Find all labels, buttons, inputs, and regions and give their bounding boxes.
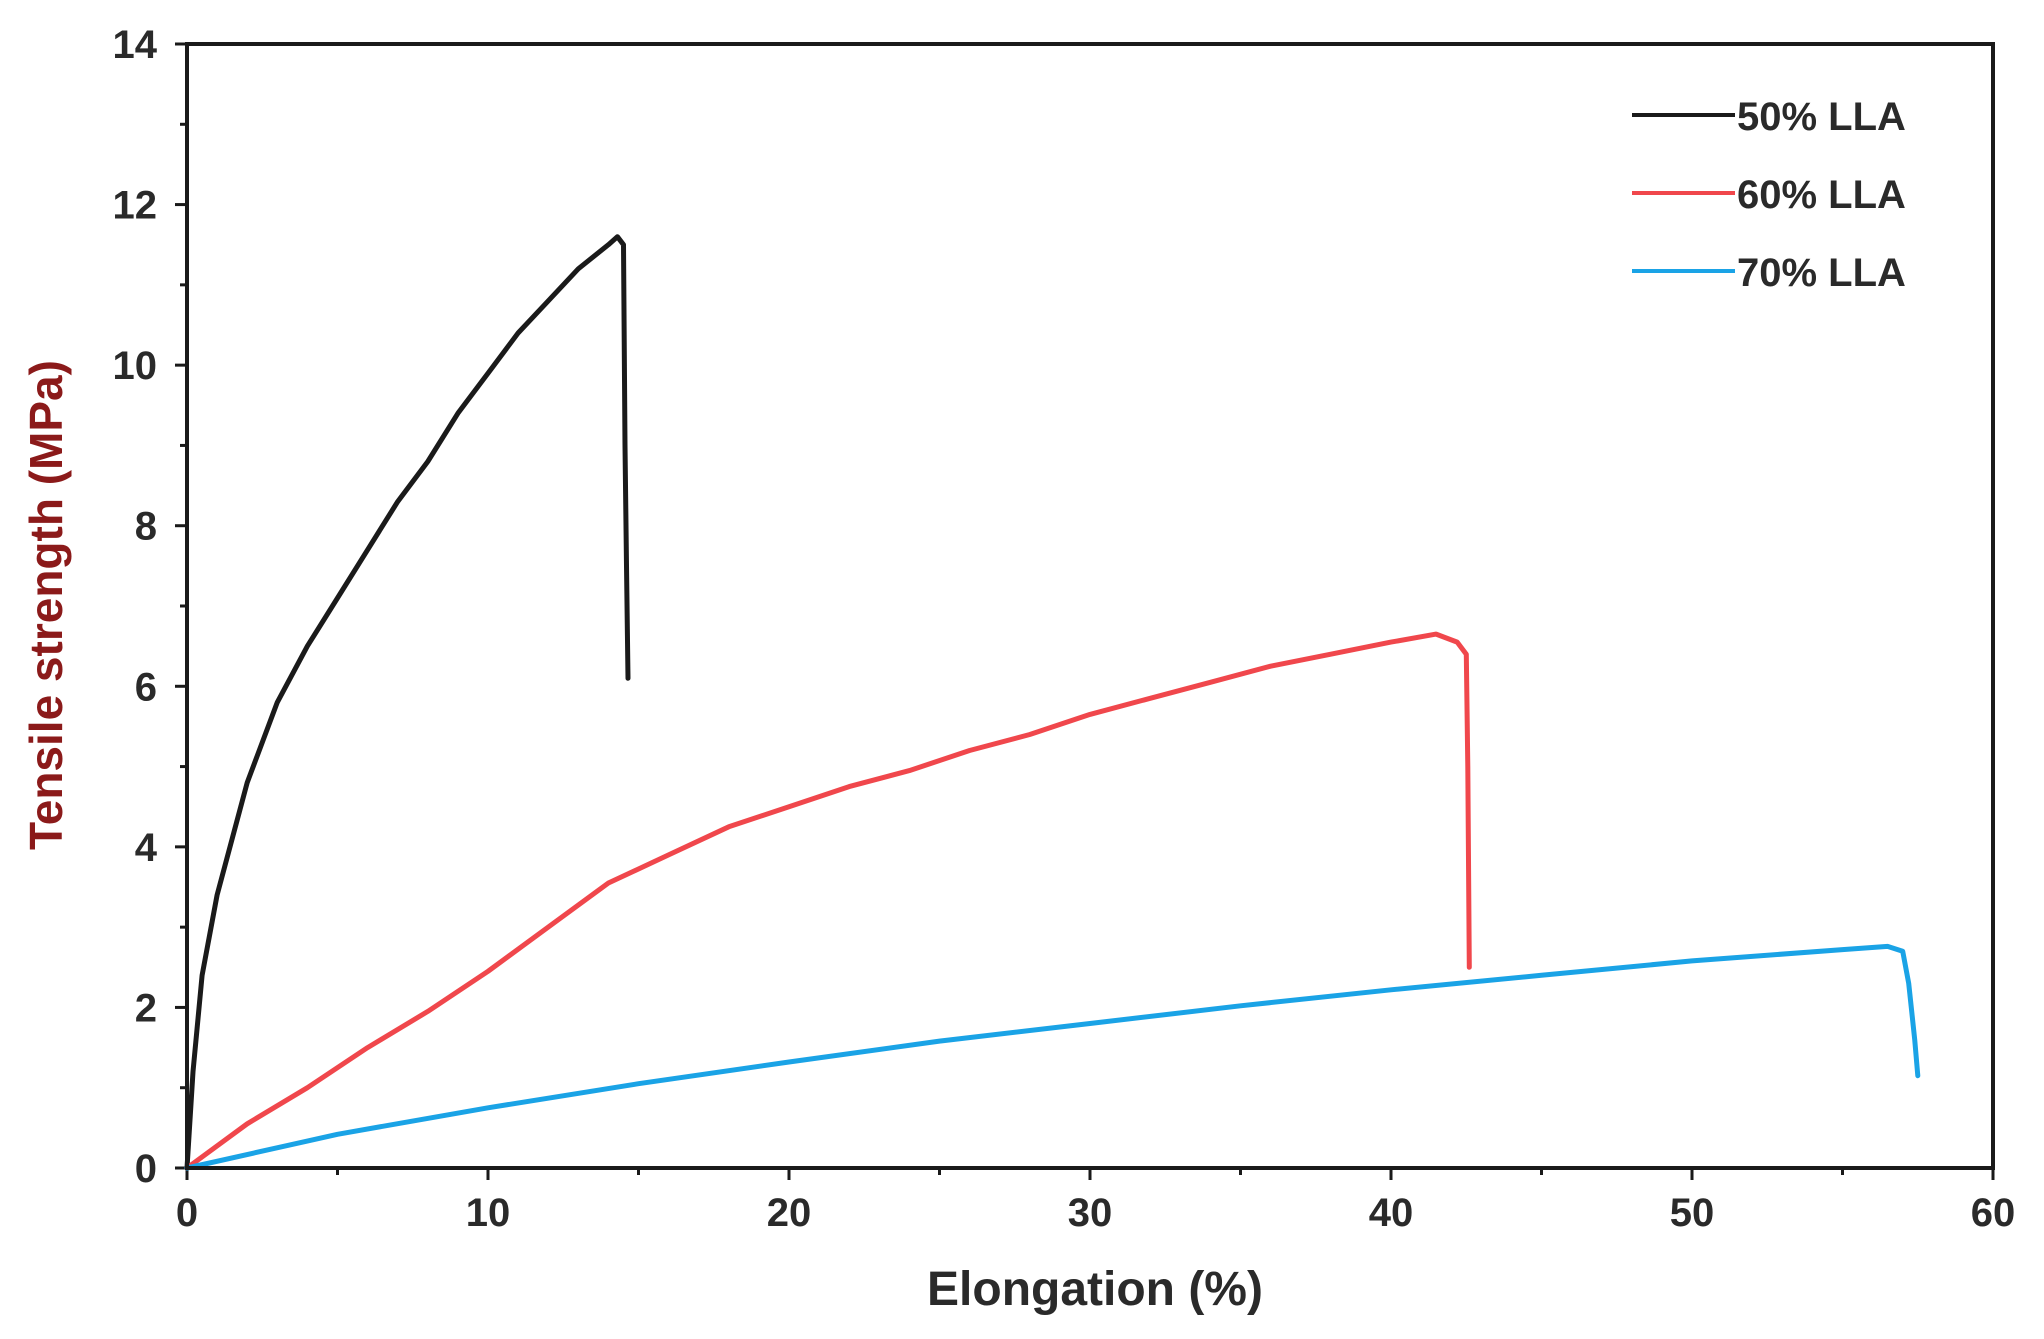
x-tick-label: 10 (466, 1191, 511, 1235)
legend-label: 70% LLA (1737, 251, 1906, 295)
x-tick-label: 50 (1670, 1191, 1715, 1235)
y-tick-label: 6 (135, 665, 157, 709)
series-line-50-lla (184, 234, 631, 1171)
y-axis-label: Tensile strength (MPa) (20, 360, 72, 850)
legend-label: 60% LLA (1737, 173, 1906, 217)
y-tick-label: 14 (113, 23, 158, 67)
x-tick-label: 20 (767, 1191, 812, 1235)
series-line-60-lla (184, 631, 1472, 1171)
x-tick-label: 30 (1068, 1191, 1113, 1235)
x-tick-label: 40 (1369, 1191, 1414, 1235)
series-line-70-lla (184, 943, 1921, 1171)
y-tick-label: 0 (135, 1147, 157, 1191)
x-tick-label: 60 (1971, 1191, 2016, 1235)
legend-label: 50% LLA (1737, 95, 1906, 139)
plot-frame (185, 42, 1995, 1170)
ticks-layer: 0 10 20 30 40 50 60 0 2 4 6 8 10 12 14 (113, 23, 2016, 1235)
series-layer (184, 234, 1921, 1171)
x-tick-label: 0 (176, 1191, 198, 1235)
legend: 50% LLA 60% LLA 70% LLA (1632, 95, 1906, 295)
y-tick-label: 8 (135, 505, 157, 549)
y-tick-label: 12 (113, 184, 158, 228)
y-tick-label: 2 (135, 986, 157, 1030)
y-tick-label: 4 (135, 826, 158, 870)
x-axis-label: Elongation (%) (927, 1263, 1263, 1316)
y-tick-label: 10 (113, 344, 158, 388)
